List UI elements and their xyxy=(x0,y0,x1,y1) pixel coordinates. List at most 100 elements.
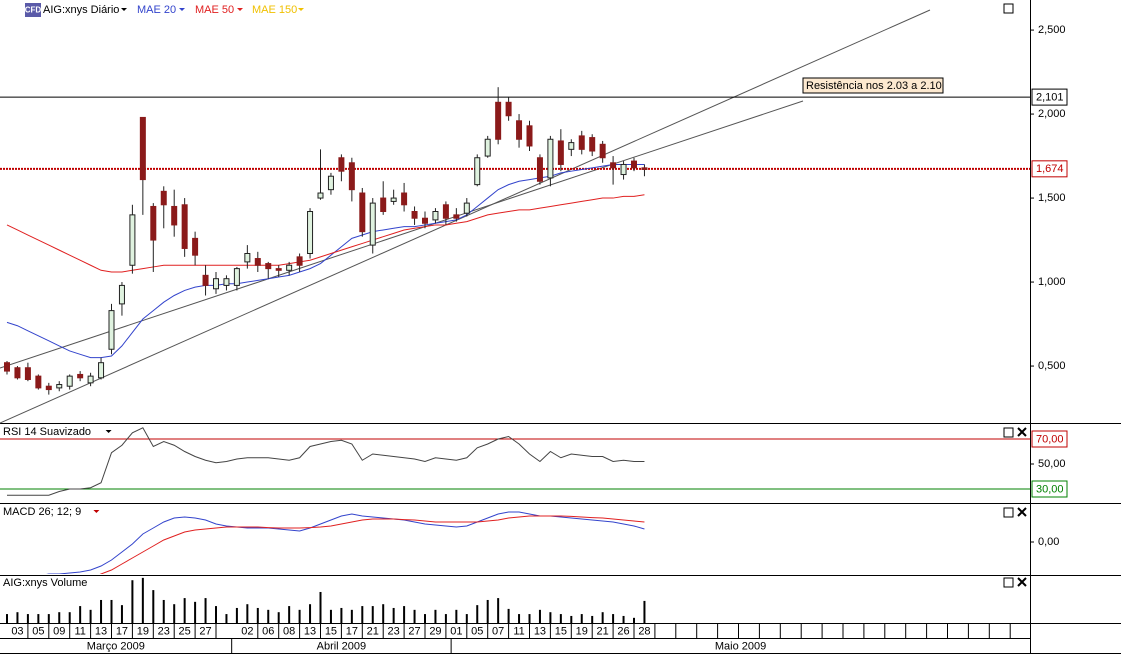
candle-body xyxy=(24,367,31,380)
candle-body xyxy=(568,142,575,150)
volume-bar xyxy=(6,614,8,623)
candle-body xyxy=(286,264,293,271)
candle-body xyxy=(589,137,596,152)
volume-bar xyxy=(225,614,228,623)
candle-body xyxy=(233,268,240,286)
candle-body xyxy=(474,157,481,186)
volume-bar xyxy=(89,609,92,623)
candle-body xyxy=(557,140,564,165)
volume-bar xyxy=(58,612,61,623)
volume-bar xyxy=(476,605,479,623)
candle-body xyxy=(4,362,10,372)
volume-bar xyxy=(465,614,468,623)
reference-label-box xyxy=(1031,430,1068,448)
volume-bar xyxy=(455,609,458,623)
volume-bar xyxy=(361,606,364,623)
cfd-icon-text: CFD xyxy=(25,6,42,15)
volume-bar xyxy=(215,606,217,623)
candle-body xyxy=(275,268,282,271)
y-tick-label: 0,500 xyxy=(1038,360,1066,372)
candle-body xyxy=(505,101,512,117)
volume-bar xyxy=(528,614,531,623)
volume-bar xyxy=(194,601,197,623)
candle-body xyxy=(463,202,470,214)
candle-body xyxy=(150,205,157,241)
x-tick-label: 02 xyxy=(241,625,253,637)
annotation: Resistência nos 2.03 a 2.10 xyxy=(806,80,942,92)
reference-label-box xyxy=(1031,480,1068,498)
volume-bar xyxy=(434,609,437,623)
candle-body xyxy=(66,375,73,387)
maximize-button[interactable] xyxy=(1003,577,1014,588)
volume-bar xyxy=(26,614,29,623)
x-tick-label: 23 xyxy=(388,625,400,637)
volume-bar xyxy=(392,607,395,623)
reference-label: 2,101 xyxy=(1036,92,1064,104)
volume-bar xyxy=(120,605,123,623)
x-tick-label: 08 xyxy=(283,625,295,637)
x-tick-label: 17 xyxy=(346,625,358,637)
legend-label: MAE 50 xyxy=(195,4,234,16)
legend-label: MAE 20 xyxy=(137,4,176,16)
volume-bar xyxy=(183,598,186,623)
volume-bar xyxy=(141,577,144,623)
candle-body xyxy=(547,138,554,179)
volume-bar xyxy=(538,609,541,623)
panel xyxy=(0,427,1030,496)
candle-body xyxy=(411,211,418,219)
volume-bar xyxy=(152,590,155,623)
candle-body xyxy=(77,373,84,379)
candle-body xyxy=(620,163,627,176)
maximize-button[interactable] xyxy=(1003,507,1014,518)
x-tick-label: 07 xyxy=(492,625,504,637)
candle-body xyxy=(401,192,408,206)
candle-body xyxy=(526,125,533,147)
x-tick-label: 28 xyxy=(638,625,650,637)
candle-body xyxy=(171,205,178,226)
maximize-button[interactable] xyxy=(1003,427,1014,438)
x-tick-label: 13 xyxy=(95,625,107,637)
maximize-button[interactable] xyxy=(1003,3,1014,14)
panel xyxy=(6,577,646,623)
volume-bar xyxy=(518,614,521,623)
x-tick-label: 05 xyxy=(471,625,483,637)
volume-bar xyxy=(16,612,19,623)
volume-bar xyxy=(79,606,82,623)
x-tick-label: 15 xyxy=(325,625,337,637)
dropdown-arrow xyxy=(121,8,127,11)
volume-bar xyxy=(444,614,447,623)
candle-body xyxy=(610,162,617,169)
volume-bar xyxy=(47,614,50,623)
panel xyxy=(0,87,1030,395)
volume-bar xyxy=(309,604,312,623)
close-button[interactable] xyxy=(1017,427,1027,587)
volume-bar xyxy=(204,598,207,623)
candle-body xyxy=(369,202,376,246)
candle-body xyxy=(380,197,387,212)
candle-body xyxy=(265,263,272,270)
volume-bar xyxy=(288,606,291,623)
x-tick-label: 27 xyxy=(408,625,420,637)
volume-bar xyxy=(100,599,103,623)
volume-bar xyxy=(329,609,332,623)
volume-bar xyxy=(350,609,353,623)
month-label: Março 2009 xyxy=(87,640,145,652)
volume-bar xyxy=(235,607,238,623)
y-tick-label: 2,500 xyxy=(1038,24,1066,36)
x-tick-label: 11 xyxy=(74,625,85,637)
candle-body xyxy=(14,367,21,379)
volume-bar xyxy=(68,612,71,623)
candle-body xyxy=(432,211,439,221)
moving-average xyxy=(6,194,645,273)
x-tick-label: 21 xyxy=(367,625,379,637)
candle-body xyxy=(35,375,42,389)
reference-label: 30,00 xyxy=(1036,483,1064,495)
reference-label-box xyxy=(1031,88,1068,106)
dropdown-arrow xyxy=(105,430,112,433)
candle-body xyxy=(254,258,261,266)
volume-bar xyxy=(131,580,134,623)
x-tick-label: 29 xyxy=(429,625,441,637)
candle-body xyxy=(129,214,136,266)
